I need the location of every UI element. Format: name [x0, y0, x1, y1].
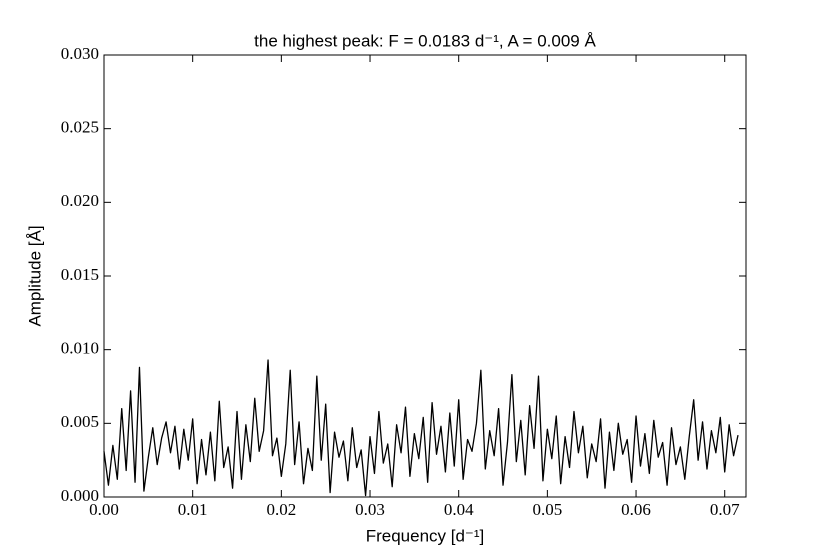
- y-tick-label: 0.000: [61, 486, 99, 505]
- y-tick-label: 0.005: [61, 412, 99, 431]
- y-axis-label: Amplitude [Å]: [25, 225, 44, 326]
- x-tick-label: 0.07: [710, 500, 740, 519]
- y-tick-label: 0.020: [61, 191, 99, 210]
- x-tick-label: 0.02: [266, 500, 296, 519]
- x-tick-label: 0.06: [621, 500, 651, 519]
- y-tick-label: 0.025: [61, 118, 99, 137]
- y-tick-label: 0.010: [61, 339, 99, 358]
- chart-title: the highest peak: F = 0.0183 d⁻¹, A = 0.…: [254, 31, 596, 50]
- x-axis-label: Frequency [d⁻¹]: [366, 526, 485, 545]
- y-tick-label: 0.030: [61, 44, 99, 63]
- x-tick-label: 0.04: [444, 500, 474, 519]
- data-line: [103, 359, 739, 497]
- x-tick-label: 0.03: [355, 500, 385, 519]
- x-tick-label: 0.05: [532, 500, 562, 519]
- x-tick-label: 0.01: [178, 500, 208, 519]
- x-tick-label: 0.00: [89, 500, 119, 519]
- y-tick-label: 0.015: [61, 265, 99, 284]
- plot-frame: [103, 54, 747, 498]
